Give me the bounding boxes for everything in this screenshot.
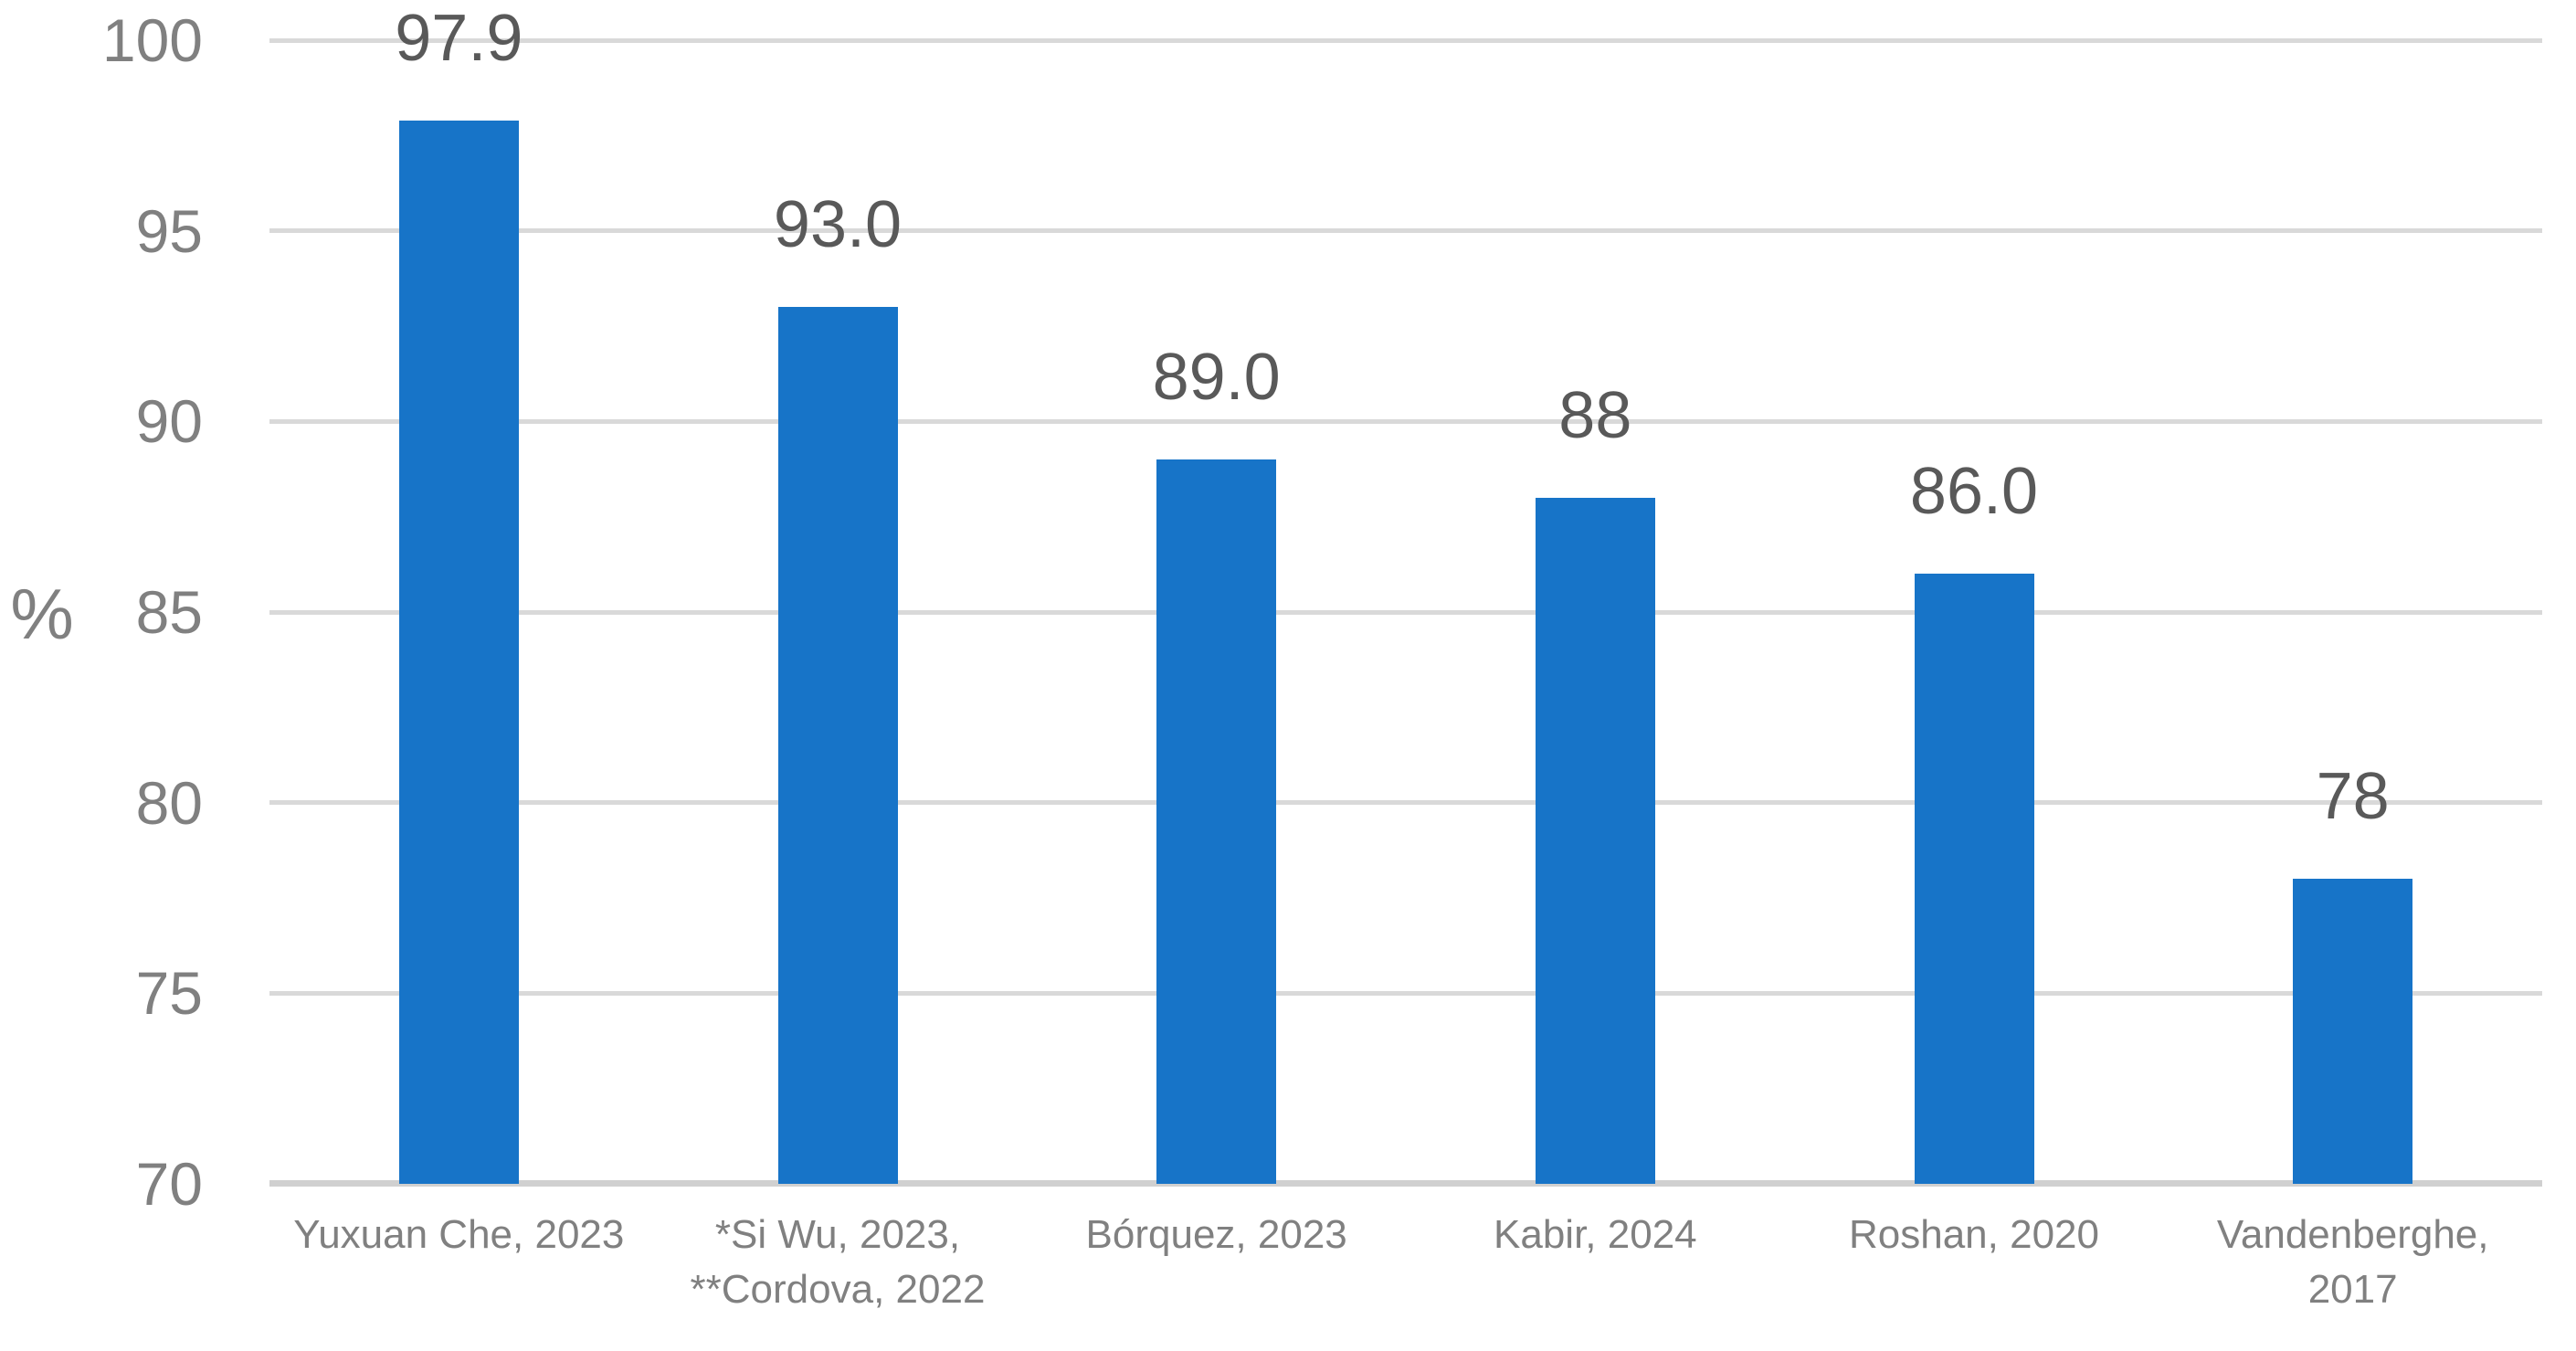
bar-value-label: 86.0 <box>1909 455 2039 529</box>
gridline <box>269 228 2542 234</box>
bar-value-label: 78 <box>2316 760 2390 834</box>
y-axis-title: % <box>10 574 74 654</box>
x-category-label: Bórquez, 2023 <box>1085 1212 1347 1257</box>
gridline <box>269 990 2542 996</box>
bar <box>1156 459 1277 1184</box>
plot-area: 97.9 93.0 89.0 88 86.0 78 <box>269 5 2542 1187</box>
gridline <box>269 37 2542 43</box>
x-category-label: Vandenberghe, 2017 <box>2216 1212 2489 1312</box>
y-tick-label: 85 <box>135 578 203 646</box>
gridline <box>269 418 2542 424</box>
bar-value-label: 88 <box>1558 378 1632 452</box>
bar-value-label: 97.9 <box>395 1 523 75</box>
x-category-label: Yuxuan Che, 2023 <box>293 1212 625 1257</box>
y-tick-label: 100 <box>101 6 203 74</box>
bar <box>777 307 898 1184</box>
x-category-label: *Si Wu, 2023, **Cordova, 2022 <box>690 1212 986 1312</box>
bar-value-label: 93.0 <box>773 188 903 262</box>
y-tick-label: 90 <box>135 387 203 456</box>
y-tick-label: 95 <box>135 196 203 265</box>
bar <box>398 120 519 1184</box>
gridline <box>269 609 2542 615</box>
bar <box>2293 879 2413 1184</box>
bar-value-label: 89.0 <box>1152 341 1281 415</box>
y-tick-label: 70 <box>135 1150 203 1218</box>
bar <box>1535 497 1655 1184</box>
x-category-label: Roshan, 2020 <box>1848 1212 2099 1257</box>
y-tick-label: 80 <box>135 768 203 837</box>
x-axis-line <box>269 1180 2542 1187</box>
y-tick-label: 75 <box>135 959 203 1028</box>
gridline <box>269 800 2542 806</box>
bar <box>1914 574 2034 1184</box>
x-category-label: Kabir, 2024 <box>1494 1212 1697 1257</box>
